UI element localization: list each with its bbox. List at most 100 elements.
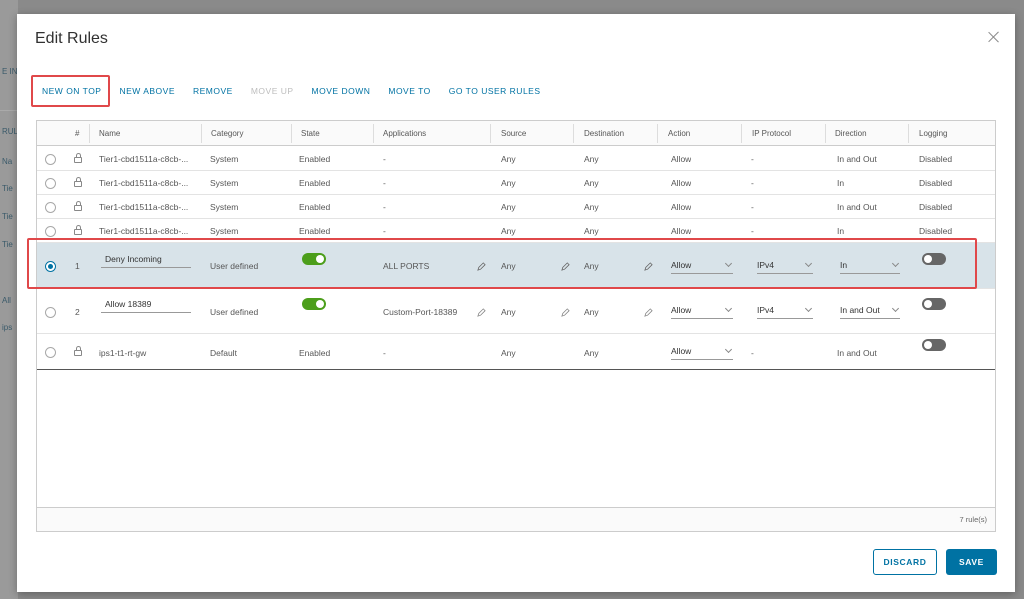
state-toggle[interactable] [302,298,326,310]
col-separator [908,124,909,143]
rule-destination: Any [584,261,599,271]
close-icon[interactable] [987,30,1001,44]
col-separator [657,124,658,143]
col-separator [201,124,202,143]
go-to-user-rules-button[interactable]: GO TO USER RULES [448,86,541,96]
rule-logging: Disabled [919,202,953,212]
rule-name: ips1-t1-rt-gw [99,348,147,358]
table-row[interactable]: ips1-t1-rt-gw Default Enabled - Any Any … [37,334,995,370]
rule-ip-protocol: - [751,226,754,236]
lock-icon [74,177,82,187]
save-button[interactable]: SAVE [946,549,997,575]
background-fragment: Na [2,157,13,166]
action-select[interactable]: Allow [671,344,733,360]
rule-source: Any [501,348,516,358]
col-separator [373,124,374,143]
rule-name: Tier1-cbd1511a-c8cb-... [99,226,189,236]
discard-button[interactable]: DISCARD [873,549,937,575]
background-divider [0,110,18,111]
row-select-radio[interactable] [45,154,56,165]
table-row[interactable]: Tier1-cbd1511a-c8cb-... System Enabled -… [37,147,995,171]
rule-action: Allow [671,202,692,212]
rule-applications: - [383,202,386,212]
col-separator [291,124,292,143]
rule-category: User defined [210,307,259,317]
row-select-radio[interactable] [45,202,56,213]
edit-source-pencil-icon[interactable] [561,308,570,317]
rule-category: Default [210,348,237,358]
direction-select-value: In and Out [840,305,880,315]
edit-destination-pencil-icon[interactable] [644,262,653,271]
action-select[interactable]: Allow [671,303,733,319]
state-toggle[interactable] [302,253,326,265]
table-row[interactable]: Tier1-cbd1511a-c8cb-... System Enabled -… [37,171,995,195]
direction-select[interactable]: In and Out [840,303,900,319]
col-header-applications[interactable]: Applications [383,129,427,138]
edit-applications-pencil-icon[interactable] [477,262,486,271]
background-fragment: ips [2,323,13,332]
table-row-selected[interactable]: 1 Deny Incoming User defined ALL PORTS A… [37,243,995,289]
rule-destination: Any [584,202,599,212]
row-select-radio[interactable] [45,347,56,358]
move-to-button[interactable]: MOVE TO [388,86,431,96]
rule-category: System [210,154,239,164]
ip-protocol-select-value: IPv4 [757,305,775,315]
row-select-radio[interactable] [45,226,56,237]
chevron-down-icon [724,304,733,313]
ip-protocol-select-value: IPv4 [757,260,775,270]
col-header-action[interactable]: Action [668,129,691,138]
remove-button[interactable]: REMOVE [193,86,233,96]
rule-applications: - [383,226,386,236]
rule-name-input[interactable]: Deny Incoming [101,252,191,268]
rule-source: Any [501,226,516,236]
edit-rules-dialog: Edit Rules NEW ON TOP NEW ABOVE REMOVE M… [17,14,1015,592]
col-header-destination[interactable]: Destination [584,129,625,138]
col-header-direction[interactable]: Direction [835,129,867,138]
background-fragment: Tie [2,212,13,221]
background-fragment: Tie [2,184,13,193]
rule-logging: Disabled [919,226,953,236]
rule-direction: In and Out [837,154,877,164]
col-header-name[interactable]: Name [99,129,121,138]
rule-direction: In and Out [837,348,877,358]
table-row[interactable]: 2 Allow 18389 User defined Custom-Port-1… [37,289,995,334]
col-header-source[interactable]: Source [501,129,527,138]
logging-toggle[interactable] [922,298,946,310]
grid-header: # Name Category State Applications Sourc… [37,121,995,146]
ip-protocol-select[interactable]: IPv4 [757,303,813,319]
new-above-button[interactable]: NEW ABOVE [119,86,175,96]
rules-grid: # Name Category State Applications Sourc… [36,120,996,532]
rule-destination: Any [584,178,599,188]
edit-source-pencil-icon[interactable] [561,262,570,271]
lock-icon [74,153,82,163]
col-header-logging[interactable]: Logging [919,129,948,138]
rule-logging: Disabled [919,178,953,188]
rule-name-input[interactable]: Allow 18389 [101,297,191,313]
move-up-button[interactable]: MOVE UP [250,86,294,96]
selected-row-highlight [27,238,977,289]
rule-source: Any [501,261,516,271]
rule-name: Tier1-cbd1511a-c8cb-... [99,178,189,188]
edit-applications-pencil-icon[interactable] [477,308,486,317]
direction-select[interactable]: In [840,258,900,274]
col-header-state[interactable]: State [301,129,320,138]
row-select-radio[interactable] [45,178,56,189]
new-on-top-button[interactable]: NEW ON TOP [42,86,102,96]
rule-source: Any [501,178,516,188]
move-down-button[interactable]: MOVE DOWN [311,86,371,96]
rule-applications: - [383,178,386,188]
row-select-radio[interactable] [45,307,56,318]
background-fragment: RUL [2,127,19,136]
rule-applications: - [383,154,386,164]
rule-direction: In [837,226,845,236]
table-row[interactable]: Tier1-cbd1511a-c8cb-... System Enabled -… [37,195,995,219]
col-header-ip-protocol[interactable]: IP Protocol [752,129,791,138]
edit-destination-pencil-icon[interactable] [644,308,653,317]
ip-protocol-select[interactable]: IPv4 [757,258,813,274]
action-select[interactable]: Allow [671,258,733,274]
chevron-down-icon [724,345,733,354]
logging-toggle[interactable] [922,253,946,265]
logging-toggle[interactable] [922,339,946,351]
row-select-radio[interactable] [45,261,56,272]
col-header-category[interactable]: Category [211,129,244,138]
